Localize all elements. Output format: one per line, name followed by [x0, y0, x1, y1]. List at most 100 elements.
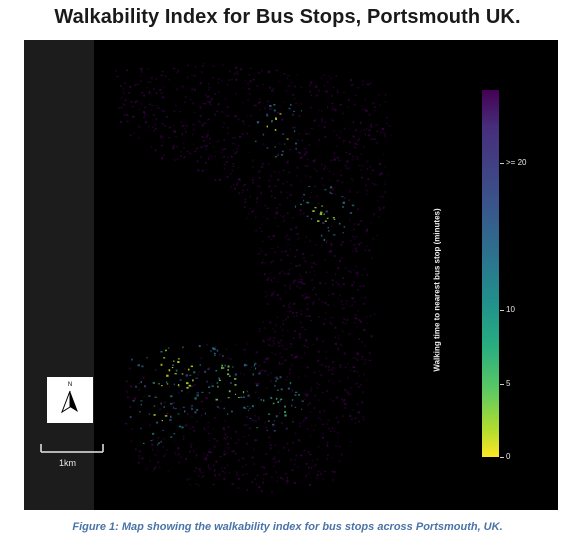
street-segment — [162, 96, 165, 99]
street-segment — [254, 391, 256, 394]
street-segment — [139, 108, 141, 110]
street-segment — [331, 94, 333, 97]
scale-bar-label: 1km — [59, 458, 77, 468]
street-segment — [290, 283, 292, 286]
street-segment — [168, 347, 170, 349]
street-segment — [304, 130, 306, 132]
street-segment — [331, 188, 334, 191]
street-segment — [295, 312, 298, 314]
street-segment — [357, 288, 359, 291]
street-segment — [158, 383, 160, 385]
street-segment — [262, 320, 264, 323]
street-segment — [166, 115, 168, 118]
street-segment — [352, 228, 356, 231]
street-segment — [337, 441, 339, 443]
street-segment — [372, 102, 374, 105]
street-segment — [202, 140, 205, 142]
street-segment — [128, 367, 131, 370]
street-segment — [276, 316, 279, 318]
street-segment — [354, 417, 357, 419]
street-segment — [352, 409, 355, 411]
street-segment — [227, 446, 230, 449]
street-segment — [203, 103, 207, 105]
street-segment — [305, 417, 308, 419]
street-segment — [298, 115, 301, 117]
street-segment — [191, 404, 193, 407]
street-segment — [252, 373, 254, 376]
street-segment — [335, 396, 338, 399]
street-segment — [365, 249, 366, 251]
street-segment — [326, 423, 328, 425]
street-segment — [279, 412, 281, 414]
street-segment — [370, 138, 373, 140]
street-segment — [138, 383, 141, 385]
street-segment — [226, 452, 228, 454]
street-segment — [129, 405, 132, 408]
street-segment — [384, 101, 387, 103]
street-segment — [212, 65, 215, 67]
street-segment — [368, 359, 371, 361]
street-segment — [327, 369, 330, 371]
street-segment — [306, 366, 309, 369]
street-segment — [277, 178, 280, 181]
street-segment — [337, 267, 340, 270]
street-segment — [160, 74, 163, 76]
street-segment — [299, 336, 302, 338]
street-segment — [172, 147, 174, 150]
street-segment — [217, 91, 220, 93]
street-segment — [323, 85, 326, 88]
street-segment — [316, 458, 319, 460]
street-segment — [204, 412, 206, 415]
street-segment — [200, 156, 203, 159]
street-segment — [180, 121, 182, 123]
street-segment — [339, 294, 341, 296]
street-segment — [130, 385, 132, 388]
street-segment — [196, 394, 199, 397]
street-segment — [275, 380, 277, 383]
street-segment — [342, 307, 345, 309]
street-segment — [210, 350, 212, 352]
street-segment — [286, 197, 289, 199]
street-segment — [297, 466, 299, 468]
street-segment — [318, 470, 320, 473]
street-segment — [260, 191, 263, 194]
street-segment — [341, 241, 344, 244]
street-segment — [345, 322, 347, 325]
street-segment — [201, 135, 204, 139]
street-segment — [318, 125, 320, 127]
street-segment — [333, 159, 336, 161]
street-segment — [336, 156, 339, 159]
street-segment — [242, 87, 244, 89]
street-segment — [233, 449, 235, 453]
street-segment — [319, 364, 321, 366]
street-segment — [252, 463, 255, 465]
street-segment — [263, 467, 266, 469]
street-segment — [277, 281, 279, 283]
street-segment — [215, 399, 218, 401]
street-segment — [295, 356, 298, 359]
street-segment — [296, 238, 298, 241]
street-segment — [287, 160, 289, 163]
street-segment — [295, 147, 297, 150]
street-segment — [310, 191, 312, 193]
street-segment — [248, 427, 251, 429]
street-segment — [351, 177, 353, 180]
street-segment — [207, 89, 209, 91]
street-segment — [349, 212, 353, 214]
street-segment — [258, 170, 261, 173]
street-segment — [222, 64, 224, 66]
street-segment — [243, 185, 245, 187]
street-segment — [288, 449, 290, 452]
street-segment — [278, 452, 280, 454]
street-segment — [215, 369, 218, 372]
street-segment — [329, 191, 331, 194]
street-segment — [386, 117, 388, 119]
street-segment — [216, 349, 219, 352]
street-segment — [286, 138, 289, 140]
street-segment — [208, 464, 210, 466]
street-segment — [313, 287, 315, 289]
street-segment — [216, 406, 219, 408]
street-segment — [316, 477, 318, 479]
street-segment — [230, 186, 233, 188]
street-segment — [172, 406, 174, 409]
